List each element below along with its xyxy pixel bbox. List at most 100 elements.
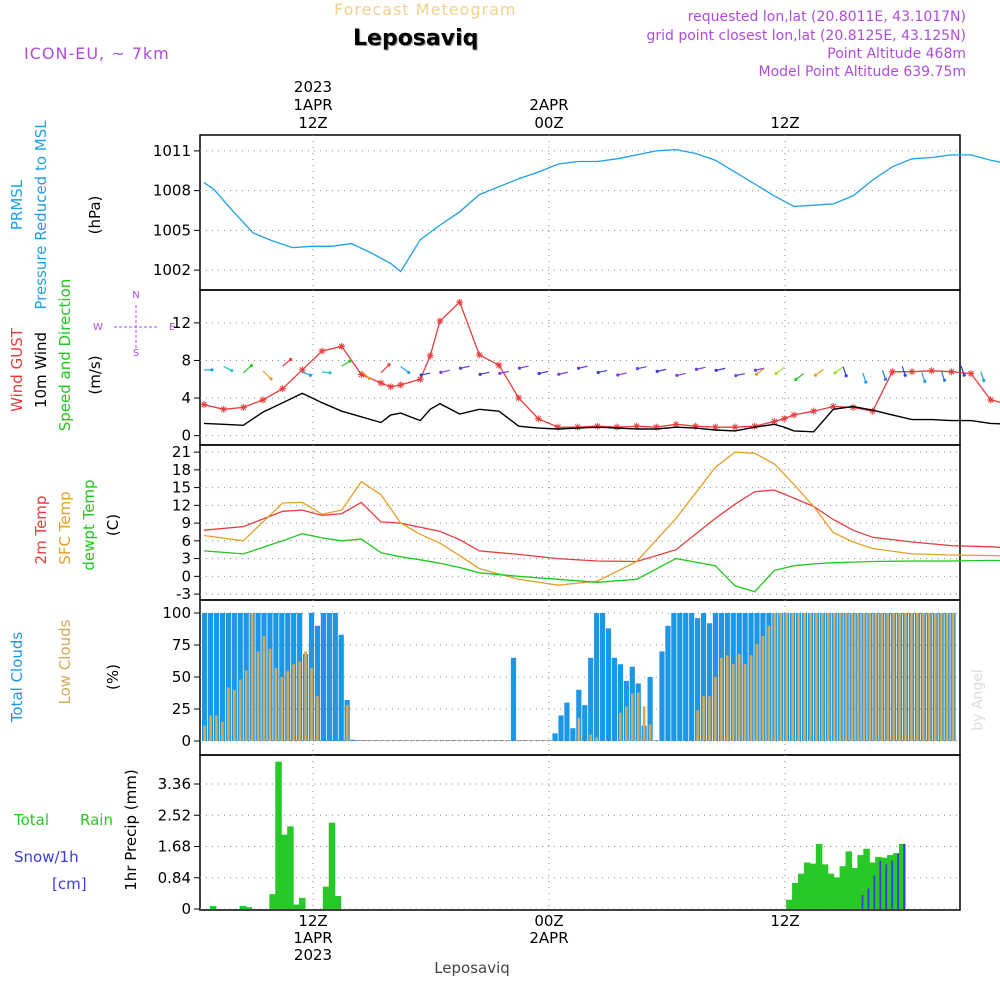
low-cloud-bar	[856, 613, 860, 741]
compass-south-label: S	[133, 348, 139, 359]
gust-marker	[456, 298, 464, 306]
top-time-label: 1APR	[293, 96, 332, 114]
wind-arrow-head	[616, 373, 620, 377]
watermark: by Angel	[970, 669, 986, 730]
low-cloud-bar	[648, 724, 652, 741]
compass-east-label: E	[169, 322, 175, 333]
compass-north-label: N	[132, 290, 139, 301]
low-cloud-bar	[862, 613, 866, 741]
snow-bar	[891, 860, 894, 909]
total-cloud-bar	[231, 613, 237, 741]
low-cloud-bar	[737, 653, 741, 741]
total-cloud-bar	[386, 740, 392, 741]
total-cloud-bar	[534, 740, 540, 741]
y-tick-label: 3	[181, 550, 191, 568]
total-cloud-bar	[409, 740, 416, 741]
total-cloud-bar	[207, 613, 214, 741]
y-tick-label: 50	[172, 668, 191, 686]
pressure-label: Pressure Reduced to MSL	[32, 120, 50, 310]
snow-bar	[885, 864, 888, 909]
total-cloud-bar	[671, 613, 677, 741]
rain-bar	[245, 907, 253, 909]
gust-marker	[515, 394, 523, 402]
snow-bar	[873, 875, 876, 909]
bottom-time-label: 2APR	[529, 929, 568, 947]
wind-arrow-head	[249, 364, 253, 368]
total-cloud-bar	[427, 740, 433, 741]
low-cloud-bar	[215, 715, 218, 741]
low-cloud-bar	[286, 670, 290, 741]
rain-bar	[833, 877, 841, 909]
wind-arrow-head	[269, 377, 273, 381]
top-time-label: 00Z	[534, 114, 563, 132]
wind-arrow-head	[596, 370, 600, 375]
y-tick-label: 1.68	[158, 838, 191, 856]
wind-10m-label: 10m Wind	[32, 332, 50, 408]
y-tick-label: 1005	[153, 221, 191, 239]
total-cloud-bar	[225, 613, 231, 741]
precip-unit-cm-label: [cm]	[52, 875, 87, 893]
low-cloud-bar	[625, 706, 628, 741]
wind-direction-arrow	[360, 370, 370, 379]
top-time-label: 2APR	[529, 96, 568, 114]
gust-marker	[810, 407, 818, 415]
rain-bar	[898, 843, 906, 909]
low-cloud-bar	[850, 613, 854, 741]
wind-arrow-head	[694, 367, 699, 371]
y-tick-label: 0	[181, 427, 191, 445]
precip-snow-label: Snow/1h	[14, 848, 79, 866]
y-tick-label: 18	[172, 461, 191, 479]
low-cloud-bar	[743, 664, 747, 741]
gust-marker	[869, 407, 877, 415]
bottom-time-label: 12Z	[298, 912, 327, 930]
clouds-unit-label: (%)	[104, 664, 122, 690]
low-cloud-bar	[939, 613, 943, 741]
gust-marker	[279, 385, 287, 393]
total-cloud-bar	[326, 613, 332, 741]
ghost-title: Forecast Meteogram	[334, 0, 517, 19]
total-cloud-bar	[504, 740, 511, 741]
total-cloud-bar	[546, 740, 552, 741]
low-cloud-bar	[880, 613, 884, 741]
pressure-line	[203, 148, 1000, 273]
total-cloud-bar	[659, 651, 665, 741]
snow-bar	[897, 853, 900, 909]
rain-bar	[887, 855, 894, 909]
rain-bar	[269, 894, 276, 909]
total-cloud-bar	[599, 613, 606, 741]
wind-direction-arrow	[282, 359, 292, 367]
low-cloud-bar	[779, 613, 783, 741]
point-altitude: Point Altitude 468m	[827, 46, 966, 62]
wind-arrow-head	[844, 374, 848, 378]
y-tick-label: 12	[172, 496, 191, 514]
y-tick-label: 1011	[153, 142, 191, 160]
rain-bar	[239, 906, 247, 909]
bottom-time-label: 2023	[294, 946, 332, 964]
low-cloud-bar	[702, 696, 705, 741]
wind-arrow-head	[714, 368, 718, 372]
low-cloud-bar	[238, 679, 242, 741]
rain-bar	[299, 897, 306, 909]
gust-marker	[318, 347, 326, 355]
wind-speed-line	[203, 392, 1000, 433]
wind-direction-arrow	[400, 365, 410, 373]
sfc-temp-label: SFC Temp	[56, 491, 74, 564]
low-cloud-bar	[280, 677, 284, 741]
low-cloud-bar	[731, 664, 735, 741]
low-cloud-bar	[927, 613, 931, 741]
rain-bar	[815, 843, 823, 909]
rain-bar	[322, 886, 330, 909]
low-cloud-bar	[827, 613, 830, 741]
low-cloud-bar	[310, 668, 313, 741]
low-cloud-bar	[898, 613, 901, 741]
rain-bar	[281, 834, 288, 909]
low-cloud-bar	[755, 643, 759, 741]
y-tick-label: -3	[176, 585, 191, 603]
wind-arrow-head	[923, 379, 927, 383]
gust-marker	[416, 375, 424, 383]
wind-arrow-head	[794, 377, 798, 382]
total-cloud-bar	[493, 740, 499, 741]
y-tick-label: 75	[172, 636, 191, 654]
low-cloud-bar	[720, 657, 723, 741]
wind-arrow-head	[813, 373, 818, 377]
